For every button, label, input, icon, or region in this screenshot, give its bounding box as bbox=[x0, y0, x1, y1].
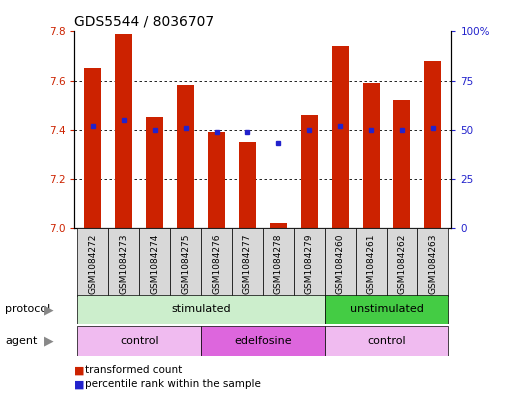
Text: GSM1084273: GSM1084273 bbox=[120, 233, 128, 294]
Text: GSM1084275: GSM1084275 bbox=[181, 233, 190, 294]
Text: GSM1084262: GSM1084262 bbox=[398, 233, 406, 294]
Bar bbox=[115, 34, 132, 228]
Bar bbox=[263, 228, 294, 297]
Bar bbox=[177, 86, 194, 228]
Text: GSM1084277: GSM1084277 bbox=[243, 233, 252, 294]
Bar bbox=[301, 115, 318, 228]
Bar bbox=[85, 68, 102, 228]
Text: GSM1084276: GSM1084276 bbox=[212, 233, 221, 294]
Bar bbox=[363, 83, 380, 228]
Text: stimulated: stimulated bbox=[171, 305, 231, 314]
Text: ■: ■ bbox=[74, 365, 85, 375]
Bar bbox=[208, 132, 225, 228]
Text: protocol: protocol bbox=[5, 305, 50, 314]
Bar bbox=[108, 228, 140, 297]
Text: agent: agent bbox=[5, 336, 37, 346]
Bar bbox=[201, 326, 325, 356]
Text: control: control bbox=[120, 336, 159, 346]
Bar bbox=[77, 326, 201, 356]
Bar bbox=[325, 295, 448, 324]
Bar bbox=[418, 228, 448, 297]
Bar bbox=[424, 61, 441, 228]
Text: GSM1084278: GSM1084278 bbox=[274, 233, 283, 294]
Text: ▶: ▶ bbox=[44, 303, 53, 316]
Text: GSM1084274: GSM1084274 bbox=[150, 233, 159, 294]
Bar bbox=[201, 228, 232, 297]
Text: ▶: ▶ bbox=[44, 334, 53, 347]
Bar bbox=[146, 118, 163, 228]
Text: edelfosine: edelfosine bbox=[234, 336, 292, 346]
Bar bbox=[77, 295, 325, 324]
Text: GSM1084279: GSM1084279 bbox=[305, 233, 314, 294]
Bar bbox=[332, 46, 349, 228]
Text: control: control bbox=[367, 336, 406, 346]
Text: GSM1084260: GSM1084260 bbox=[336, 233, 345, 294]
Bar bbox=[170, 228, 201, 297]
Bar bbox=[77, 228, 108, 297]
Bar bbox=[270, 223, 287, 228]
Text: percentile rank within the sample: percentile rank within the sample bbox=[85, 379, 261, 389]
Bar bbox=[393, 100, 410, 228]
Bar bbox=[325, 228, 356, 297]
Bar bbox=[294, 228, 325, 297]
Text: ■: ■ bbox=[74, 379, 85, 389]
Bar bbox=[140, 228, 170, 297]
Bar bbox=[386, 228, 418, 297]
Text: unstimulated: unstimulated bbox=[349, 305, 423, 314]
Text: transformed count: transformed count bbox=[85, 365, 182, 375]
Text: GSM1084261: GSM1084261 bbox=[367, 233, 376, 294]
Bar bbox=[325, 326, 448, 356]
Text: GDS5544 / 8036707: GDS5544 / 8036707 bbox=[74, 15, 214, 29]
Bar bbox=[232, 228, 263, 297]
Bar bbox=[356, 228, 386, 297]
Text: GSM1084272: GSM1084272 bbox=[88, 233, 97, 294]
Text: GSM1084263: GSM1084263 bbox=[428, 233, 438, 294]
Bar bbox=[239, 142, 256, 228]
